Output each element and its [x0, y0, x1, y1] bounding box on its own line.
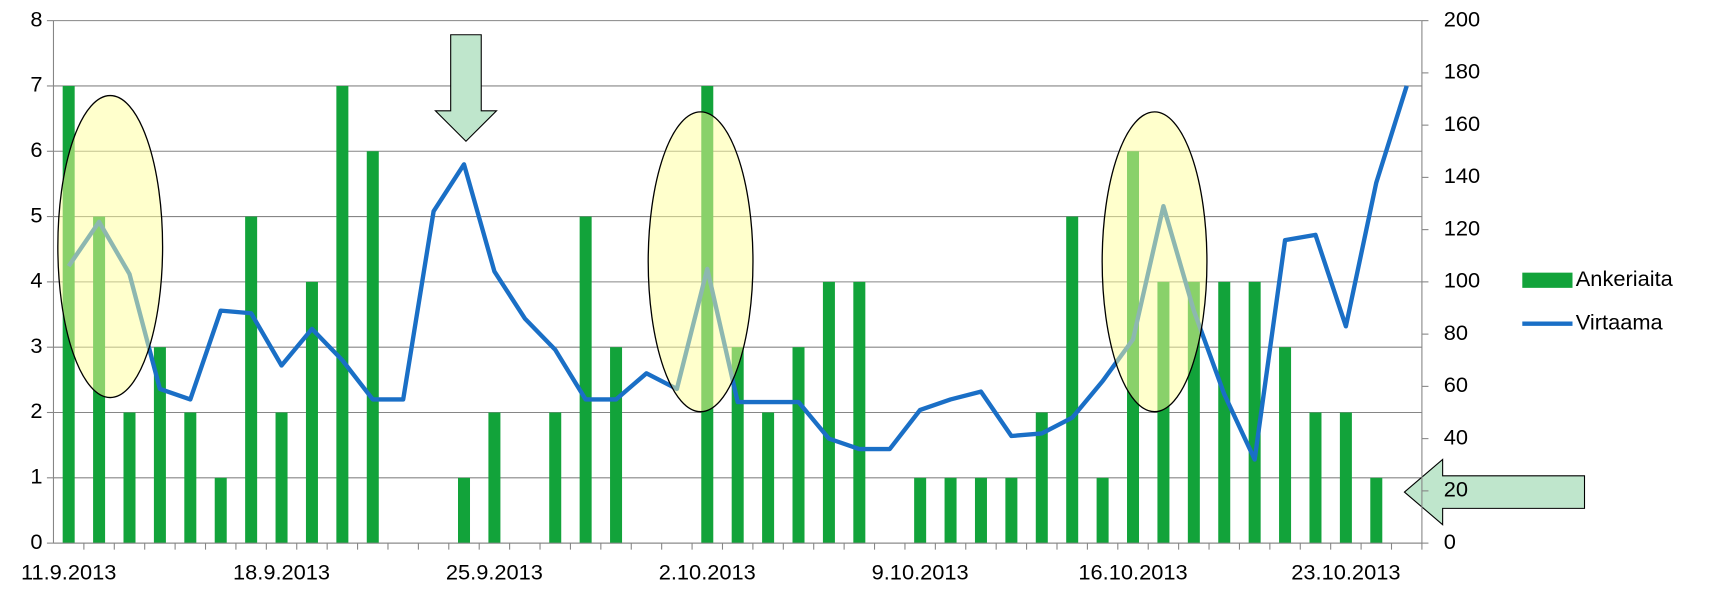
bar — [914, 477, 927, 544]
legend-label: Ankeriaita — [1576, 266, 1674, 291]
x-tick-label: 2.10.2013 — [659, 559, 756, 584]
y-tick-label: 6 — [30, 137, 42, 162]
bar — [1066, 216, 1079, 544]
y-tick-label: 1 — [30, 464, 42, 489]
x-tick-label: 16.10.2013 — [1078, 559, 1187, 584]
y-tick-label: 0 — [30, 529, 42, 554]
x-tick-label: 18.9.2013 — [233, 559, 330, 584]
bar — [610, 347, 623, 544]
bar — [458, 477, 471, 544]
x-tick-label: 11.9.2013 — [21, 559, 116, 584]
bar — [488, 412, 501, 544]
x-tick-label: 9.10.2013 — [872, 559, 969, 584]
y-tick-label: 3 — [30, 333, 42, 358]
bar — [974, 477, 987, 544]
bar — [366, 151, 379, 544]
highlight-ellipse — [57, 94, 164, 399]
y2-tick-label: 120 — [1444, 215, 1480, 240]
y2-tick-label: 60 — [1444, 372, 1468, 397]
bar — [1218, 281, 1231, 544]
bar — [853, 281, 866, 544]
bar — [549, 412, 562, 544]
y2-tick-label: 40 — [1444, 424, 1468, 449]
bar — [1339, 412, 1352, 544]
bar — [944, 477, 957, 544]
bar — [1248, 281, 1261, 544]
bar — [305, 281, 318, 544]
legend: Ankeriaita Virtaama — [1522, 266, 1674, 334]
bar — [1370, 477, 1383, 544]
bar — [1279, 347, 1292, 544]
bar — [245, 216, 258, 544]
bar — [1005, 477, 1018, 544]
bar — [1096, 477, 1109, 544]
bar — [579, 216, 592, 544]
y-tick-label: 7 — [30, 72, 42, 97]
bar — [153, 347, 166, 544]
y2-tick-label: 100 — [1444, 268, 1480, 293]
y2-tick-label: 160 — [1444, 111, 1480, 136]
bar — [1035, 412, 1048, 544]
bar — [123, 412, 136, 544]
bar — [762, 412, 775, 544]
y2-tick-label: 20 — [1444, 477, 1468, 502]
bar — [214, 477, 227, 544]
axes: 01234567802040608010012014016018020011.9… — [21, 6, 1480, 584]
y2-tick-label: 200 — [1444, 6, 1480, 31]
y-tick-label: 2 — [30, 398, 42, 423]
y2-tick-label: 140 — [1444, 163, 1480, 188]
bar — [822, 281, 835, 544]
bar — [1309, 412, 1322, 544]
bar — [275, 412, 288, 544]
legend-label: Virtaama — [1576, 309, 1664, 334]
arrow-left — [1403, 458, 1586, 526]
y-tick-label: 5 — [30, 202, 42, 227]
arrow-down — [434, 34, 498, 142]
x-tick-label: 25.9.2013 — [446, 559, 543, 584]
y-tick-label: 8 — [30, 6, 42, 31]
y2-tick-label: 0 — [1444, 529, 1456, 554]
y-tick-label: 4 — [30, 268, 42, 293]
highlight-ellipse — [647, 111, 754, 413]
bar — [336, 85, 349, 544]
highlights — [57, 34, 1586, 526]
x-tick-label: 23.10.2013 — [1291, 559, 1400, 584]
y2-tick-label: 80 — [1444, 320, 1468, 345]
bar — [792, 347, 805, 544]
legend-swatch — [1522, 272, 1573, 288]
y2-tick-label: 180 — [1444, 59, 1480, 84]
bar — [184, 412, 197, 544]
highlight-ellipse — [1101, 111, 1208, 413]
